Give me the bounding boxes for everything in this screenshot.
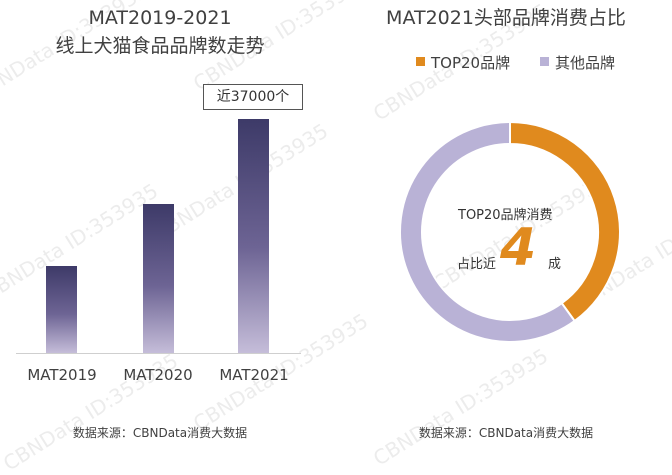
right-source-note: 数据来源：CBNData消费大数据: [418, 426, 594, 440]
legend-top20: TOP20品牌: [416, 52, 510, 73]
bar-mat2021: [238, 119, 269, 353]
left-chart-title: MAT2019-2021 线上犬猫食品品牌数走势: [0, 4, 320, 60]
legend-other: 其他品牌: [540, 52, 615, 73]
donut-center-prefix: 占比近: [457, 257, 497, 272]
x-axis-line: [16, 353, 301, 354]
donut-center-value: 4: [500, 218, 537, 278]
bar-mat2020: [143, 204, 174, 353]
left-source-note: 数据来源：CBNData消费大数据: [72, 426, 248, 440]
legend-label-other: 其他品牌: [555, 54, 616, 72]
bar-mat2019: [46, 266, 77, 353]
donut-chart: [399, 120, 621, 343]
donut-center-line1: TOP20品牌消费: [458, 208, 553, 223]
legend-swatch-top20: [416, 57, 425, 66]
legend-swatch-other: [540, 57, 549, 66]
bar-data-label-mat2021: 近37000个: [203, 84, 303, 110]
left-chart-title-line2: 线上犬猫食品品牌数走势: [55, 35, 265, 57]
left-chart-title-line1: MAT2019-2021: [88, 7, 232, 29]
x-tick-label-mat2019: MAT2019: [27, 366, 97, 384]
legend-label-top20: TOP20品牌: [431, 54, 511, 72]
donut-slice-other: [399, 120, 577, 343]
right-chart-title: MAT2021头部品牌消费占比: [386, 7, 626, 29]
x-tick-label-mat2021: MAT2021: [219, 366, 289, 384]
x-tick-label-mat2020: MAT2020: [123, 366, 193, 384]
donut-center-suffix: 成: [548, 257, 562, 272]
